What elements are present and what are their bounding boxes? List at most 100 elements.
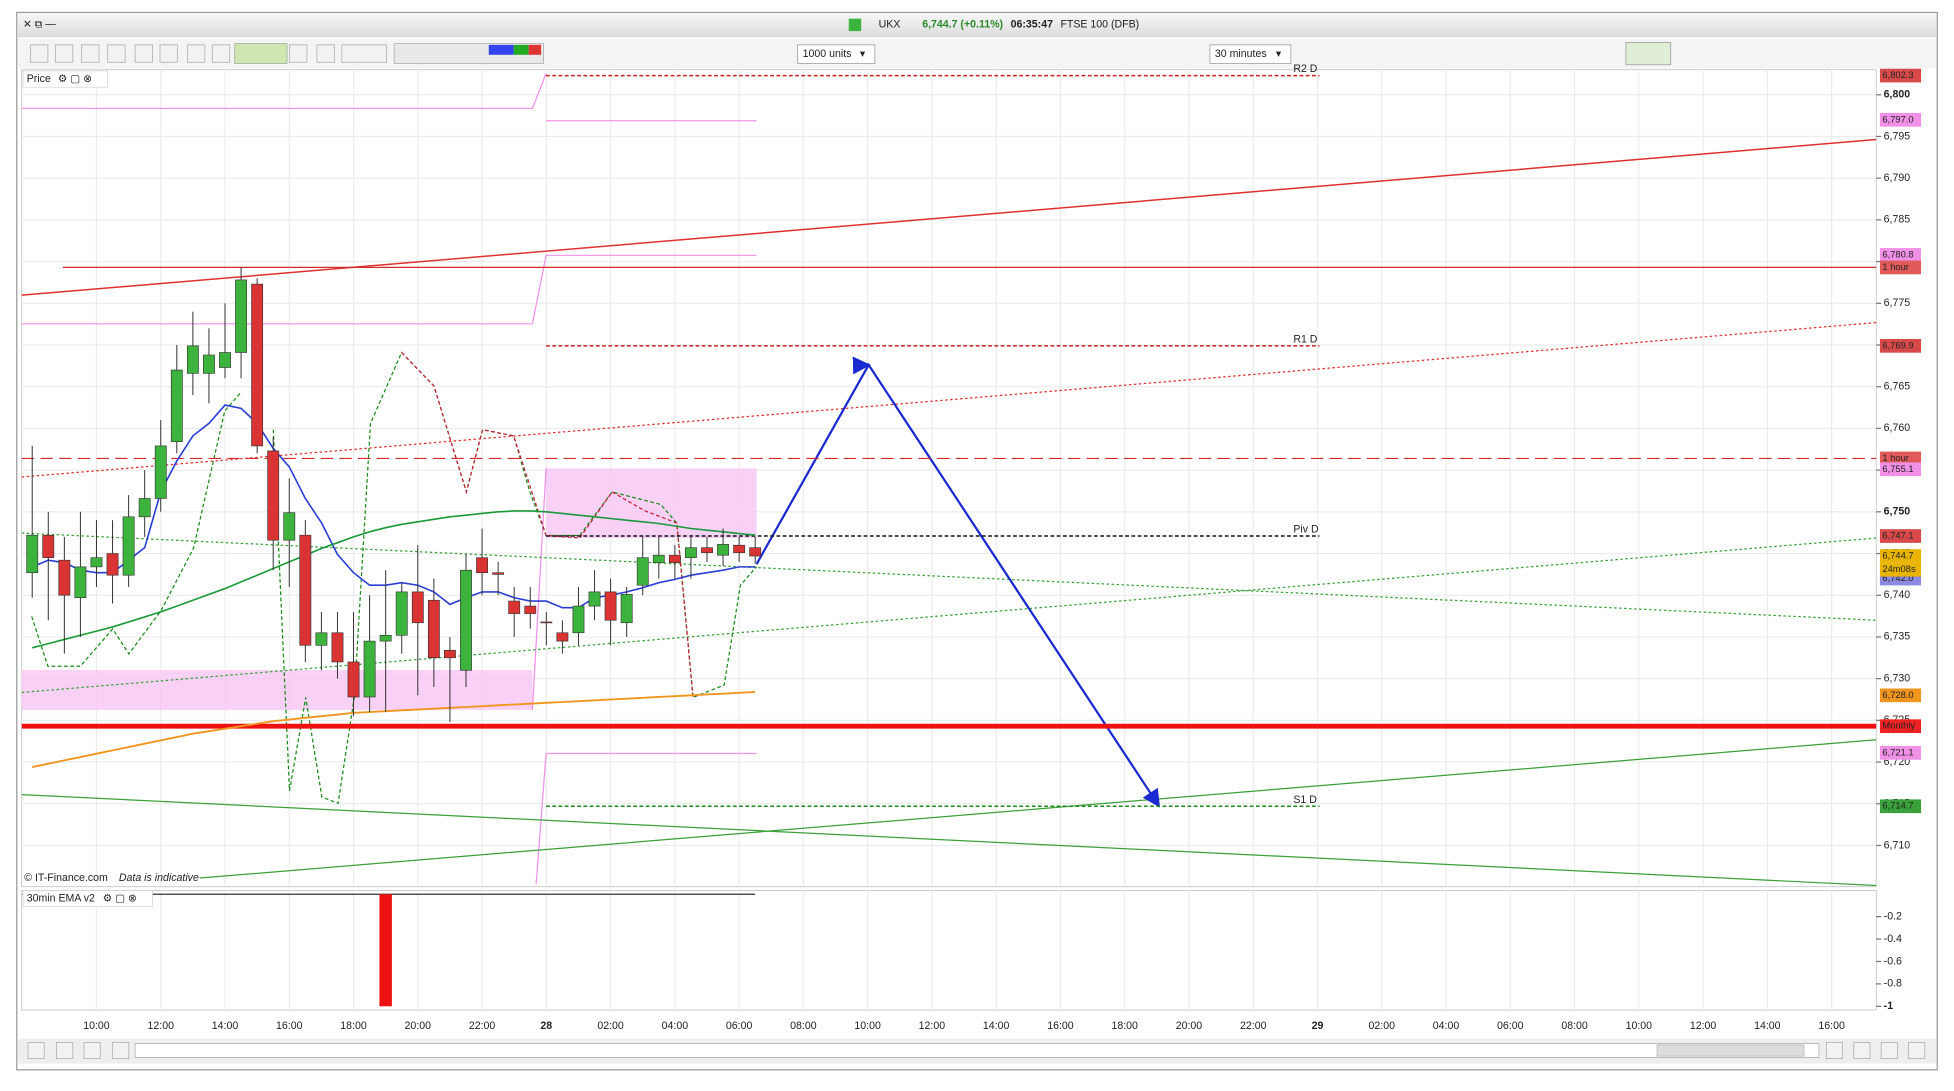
candle-body (444, 649, 456, 659)
panel-title: 30min EMA v2 (27, 892, 95, 904)
price-tag-label: 6,721.1 (1882, 747, 1913, 757)
panel-header (22, 890, 153, 907)
symbol: UKX (879, 19, 901, 31)
x-tick-label: 08:00 (1561, 1020, 1588, 1032)
candle-body (604, 591, 617, 621)
instrument-name: FTSE 100 (DFB) (1060, 19, 1139, 31)
candle-body (267, 450, 280, 541)
candle-body (476, 557, 488, 574)
bottom-icons[interactable] (27, 1042, 1926, 1059)
x-tick-label: 06:00 (1497, 1020, 1524, 1032)
price-tag (1879, 719, 1922, 734)
candle-body (90, 557, 103, 568)
price-tag (1879, 549, 1922, 563)
y-tick-label: 6,735 (1884, 631, 1911, 643)
interval-dropdown[interactable] (1209, 44, 1292, 64)
price-tag (1879, 260, 1922, 275)
candle-body (283, 512, 296, 541)
window-controls[interactable]: ✕ ⧉ — (23, 19, 56, 31)
candle-body (556, 632, 569, 642)
candle-body (315, 632, 328, 646)
title-bar (18, 13, 1936, 38)
candle-body (170, 369, 183, 443)
x-tick-label: 02:00 (597, 1020, 624, 1032)
candle-body (122, 516, 135, 576)
price-tag-label: 6,797.0 (1882, 114, 1913, 124)
candle-body (42, 534, 55, 559)
price-panel (21, 69, 1877, 888)
units-dropdown[interactable] (797, 44, 876, 64)
pivot-label: R2 D (1293, 63, 1317, 75)
candle-body (717, 544, 729, 556)
candle-body (219, 352, 231, 368)
y-tick-label: 6,760 (1884, 422, 1911, 434)
x-tick-label: 16:00 (1818, 1020, 1845, 1032)
panel-tools[interactable]: ⚙ ▢ ⊗ (58, 73, 92, 85)
y-tick-label: 6,785 (1884, 214, 1911, 226)
candle-body (685, 547, 697, 559)
candle-body (620, 594, 633, 624)
candle-body (58, 559, 71, 596)
pivot-label: Piv D (1293, 524, 1319, 536)
y-tick-label: 6,795 (1884, 130, 1911, 142)
candle-body (652, 554, 665, 564)
price-tag-label: 6,755.1 (1882, 464, 1913, 474)
x-tick-label: 22:00 (469, 1020, 496, 1032)
y-tick-label: -1 (1884, 1000, 1894, 1012)
price-tag (1879, 799, 1922, 814)
candle-body (668, 554, 681, 564)
candle-body (411, 591, 424, 624)
x-tick-label: 14:00 (212, 1020, 239, 1032)
candle-body (235, 279, 247, 353)
price-tag-label: 6,714.7 (1882, 801, 1913, 811)
countdown: 24m08s (1882, 564, 1916, 574)
price-tag (1879, 248, 1922, 262)
candle-body (186, 345, 199, 374)
bar (379, 894, 392, 1007)
pivot-label: R1 D (1293, 333, 1317, 345)
y-tick-label: -0.4 (1884, 933, 1902, 945)
x-tick-label: 18:00 (340, 1020, 367, 1032)
candle-body (26, 534, 39, 574)
clock: 06:35:47 (1011, 19, 1053, 31)
y-tick-label: 6,790 (1884, 172, 1911, 184)
y-tick-label: 6,730 (1884, 672, 1911, 684)
toolbar-icons[interactable] (30, 41, 1672, 66)
price-tag-label: 6,769.9 (1882, 340, 1913, 350)
panel-title: Price (27, 73, 51, 85)
candle-body (331, 632, 344, 663)
x-tick-label: 10:00 (1626, 1020, 1653, 1032)
price-tag-label: 6,802.3 (1882, 70, 1913, 80)
price-tag (1879, 746, 1922, 760)
candle-body (492, 572, 505, 575)
price-tag (1879, 68, 1922, 83)
x-tick-label: 22:00 (1240, 1020, 1267, 1032)
x-tick-label: 28 (540, 1020, 552, 1032)
y-tick-label: 6,800 (1884, 89, 1911, 101)
candle-body (508, 600, 521, 614)
candle-body (524, 605, 537, 614)
price-tag (1879, 688, 1922, 703)
panel-tools[interactable]: ⚙ ▢ ⊗ (103, 892, 137, 904)
price-tag (1879, 451, 1922, 466)
y-tick-label: -0.8 (1884, 978, 1902, 990)
candle-body (251, 283, 264, 447)
indicator-line (32, 510, 756, 649)
candle-body (572, 605, 585, 634)
x-tick-label: 02:00 (1369, 1020, 1396, 1032)
candle-body (363, 640, 376, 698)
x-tick-label: 04:00 (662, 1020, 689, 1032)
x-tick-label: 08:00 (790, 1020, 817, 1032)
candle-body (347, 661, 360, 698)
plot: R2 D R1 D Piv D S1 D 6,802.3 6,797.0 6,780.8 1 … (21, 63, 1922, 1007)
x-tick-label: 16:00 (276, 1020, 303, 1032)
candle-body (636, 557, 649, 586)
price-tag (1879, 462, 1922, 477)
pivot-label: S1 D (1293, 794, 1317, 806)
x-tick-label: 20:00 (1176, 1020, 1203, 1032)
price-tag (1879, 338, 1922, 353)
price-tag-label: 6,747.1 (1882, 530, 1913, 540)
candle-body (299, 534, 312, 646)
candle-body (379, 634, 392, 642)
